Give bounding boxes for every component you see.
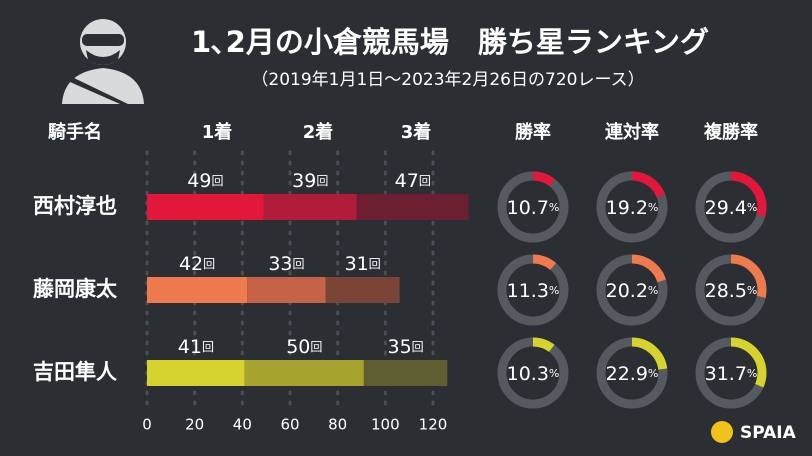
bar-value-label: 41回 (178, 336, 214, 358)
bar-value-unit: 回 (293, 257, 305, 271)
bar-value-label: 39回 (292, 170, 328, 192)
bar-value: 39 (292, 170, 316, 192)
bar-value-unit: 回 (419, 174, 431, 188)
bar-value-unit: 回 (412, 340, 424, 354)
donut-arc (695, 171, 767, 243)
rate-value: 29.4 (705, 197, 747, 219)
bar-value: 42 (179, 253, 203, 275)
bar-value-label: 42回 (179, 253, 215, 275)
bar-value-label: 31回 (345, 253, 381, 275)
category-label: 西村淳也 (33, 194, 117, 218)
donut-arc (596, 171, 668, 243)
donut-arc (596, 254, 668, 326)
donut-arc (497, 254, 569, 326)
rate-label: 29.4% (705, 197, 758, 219)
donut-arc (695, 337, 767, 409)
bar-segment (147, 360, 245, 386)
rate-value: 19.2 (606, 197, 648, 219)
rate-label: 11.3% (507, 280, 560, 302)
x-tick-label: 100 (371, 416, 400, 434)
bar-value-label: 33回 (268, 253, 304, 275)
bar-segment (147, 194, 264, 220)
category-header: 騎手名 (48, 121, 102, 143)
series-header: 2着 (303, 121, 334, 143)
rate-unit: % (549, 367, 559, 380)
rate-unit: % (549, 284, 559, 297)
bar-segment (247, 277, 326, 303)
rate-label: 28.5% (705, 280, 758, 302)
rate-label: 22.9% (606, 363, 659, 385)
bar-value-label: 49回 (187, 170, 223, 192)
bar-value-label: 47回 (395, 170, 431, 192)
rate-label: 19.2% (606, 197, 659, 219)
rate-value: 20.2 (606, 280, 648, 302)
rate-value: 10.3 (507, 363, 549, 385)
bar-value: 35 (387, 336, 411, 358)
rate-value: 28.5 (705, 280, 747, 302)
rate-unit: % (648, 367, 658, 380)
bar-segment (147, 277, 248, 303)
rate-unit: % (747, 367, 757, 380)
bar-value-unit: 回 (203, 257, 215, 271)
jockey-icon (62, 19, 144, 104)
bar-value: 49 (187, 170, 211, 192)
bar-segment (263, 194, 357, 220)
category-label: 吉田隼人 (33, 360, 117, 384)
bar-value-label: 35回 (387, 336, 423, 358)
x-tick-label: 20 (185, 416, 204, 434)
rate-header: 勝率 (515, 121, 551, 143)
bar-value-unit: 回 (202, 340, 214, 354)
bar-value: 47 (395, 170, 419, 192)
rate-unit: % (648, 284, 658, 297)
rate-label: 31.7% (705, 363, 758, 385)
bar-value: 31 (345, 253, 369, 275)
rate-unit: % (747, 284, 757, 297)
rate-value: 22.9 (606, 363, 648, 385)
bar-value-unit: 回 (211, 174, 223, 188)
rate-header: 連対率 (605, 121, 659, 143)
rate-unit: % (747, 201, 757, 214)
rate-label: 10.3% (507, 363, 560, 385)
bar-segment (356, 194, 469, 220)
bar-value: 50 (286, 336, 310, 358)
rate-value: 31.7 (705, 363, 747, 385)
bar-value-label: 50回 (286, 336, 322, 358)
series-header: 1着 (202, 121, 233, 143)
bar-value-unit: 回 (316, 174, 328, 188)
x-tick-label: 80 (328, 416, 347, 434)
x-tick-label: 0 (142, 416, 152, 434)
donut-arc (695, 254, 767, 326)
bar-segment (244, 360, 364, 386)
x-tick-label: 40 (233, 416, 252, 434)
donut-arc (497, 171, 569, 243)
donut-arc (497, 337, 569, 409)
subtitle: （2019年1月1日～2023年2月26日の720レース） (251, 70, 644, 90)
rate-value: 10.7 (507, 197, 549, 219)
rate-unit: % (648, 201, 658, 214)
bar-value: 41 (178, 336, 202, 358)
rate-label: 20.2% (606, 280, 659, 302)
bar-value: 33 (268, 253, 292, 275)
rate-value: 11.3 (507, 280, 549, 302)
series-header: 3着 (401, 121, 432, 143)
rate-header: 複勝率 (703, 121, 758, 143)
logo: SPAIA (711, 421, 797, 443)
category-label: 藤岡康太 (32, 277, 118, 301)
rate-unit: % (549, 201, 559, 214)
logo-text: SPAIA (740, 423, 797, 443)
bar-segment (363, 360, 448, 386)
x-tick-label: 60 (280, 416, 299, 434)
bar-value-unit: 回 (310, 340, 322, 354)
bar-value-unit: 回 (369, 257, 381, 271)
donut-arc (596, 337, 668, 409)
rate-label: 10.7% (507, 197, 560, 219)
title: 1､2月の小倉競馬場 勝ち星ランキング (191, 25, 709, 59)
x-tick-label: 120 (419, 416, 448, 434)
bar-segment (325, 277, 400, 303)
